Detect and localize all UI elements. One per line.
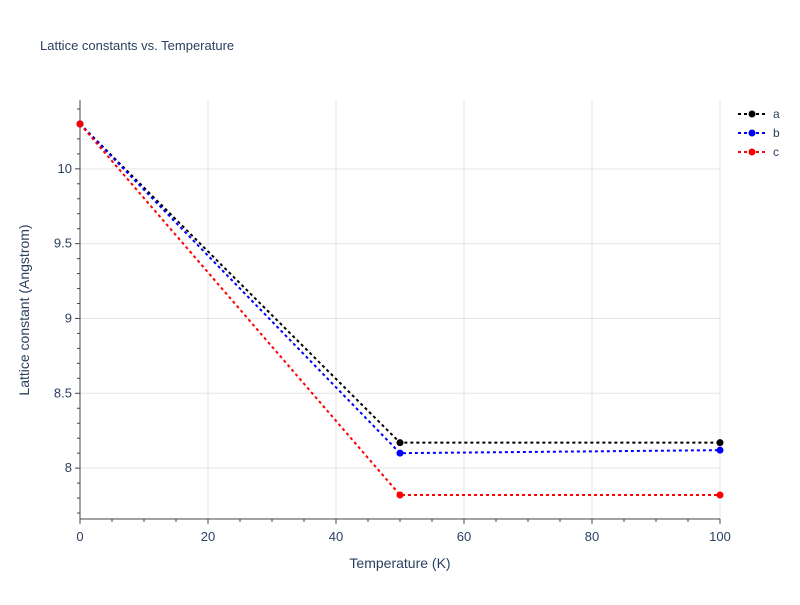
y-tick-label: 9.5 xyxy=(54,236,72,251)
y-axis-label: Lattice constant (Angstrom) xyxy=(16,224,32,395)
legend-label-b[interactable]: b xyxy=(773,126,780,140)
chart-title: Lattice constants vs. Temperature xyxy=(40,38,235,53)
axes: 0 20 40 60 80 100 8 8.5 9 9.5 10 xyxy=(54,100,731,544)
x-axis-label: Temperature (K) xyxy=(349,555,450,571)
series-line-c xyxy=(79,123,720,497)
legend-marker-b xyxy=(748,129,756,137)
data-point-c xyxy=(716,491,724,499)
data-point-a xyxy=(396,439,404,447)
x-tick-label: 60 xyxy=(457,529,471,544)
legend-label-c[interactable]: c xyxy=(773,145,779,159)
x-tick-label: 0 xyxy=(76,529,83,544)
y-tick-label: 8 xyxy=(65,460,72,475)
y-tick-label: 8.5 xyxy=(54,385,72,400)
series-line-b xyxy=(79,123,721,455)
x-tick-label: 20 xyxy=(201,529,215,544)
series-lines xyxy=(76,120,724,499)
series-line-a xyxy=(79,123,720,444)
y-tick-label: 10 xyxy=(58,161,72,176)
x-tick-label: 100 xyxy=(709,529,731,544)
grid xyxy=(80,100,721,519)
data-point-b xyxy=(396,449,404,457)
legend-marker-c xyxy=(748,148,756,156)
x-tick-label: 80 xyxy=(585,529,599,544)
data-point-a xyxy=(716,439,724,447)
y-tick-label: 9 xyxy=(65,310,72,325)
x-tick-label: 40 xyxy=(329,529,343,544)
data-point-c xyxy=(396,491,404,499)
legend[interactable]: abc xyxy=(738,107,780,159)
legend-marker-a xyxy=(748,110,756,118)
data-point-c xyxy=(76,120,84,128)
data-point-b xyxy=(716,446,724,454)
legend-label-a[interactable]: a xyxy=(773,107,780,121)
